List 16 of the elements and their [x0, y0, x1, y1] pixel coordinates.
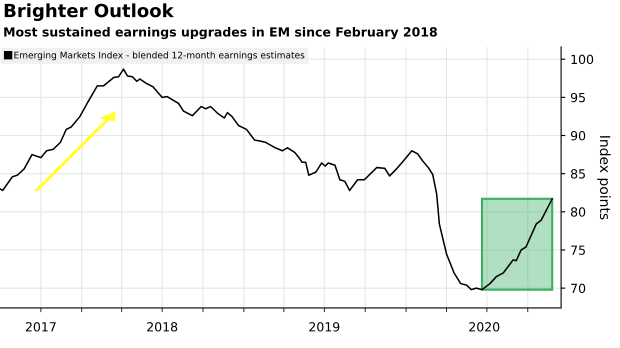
line-series: [0, 68, 553, 290]
x-tick-label: 2020: [469, 322, 500, 332]
y-tick-label: 85: [570, 169, 585, 179]
chart-title: Brighter Outlook: [4, 3, 174, 21]
chart-subtitle: Most sustained earnings upgrades in EM since February 2018: [4, 26, 437, 40]
y-tick-label: 95: [570, 92, 585, 102]
y-tick-label: 75: [571, 246, 585, 255]
x-tick-label: 2018: [147, 322, 178, 332]
legend-label: Emerging Markets Index - blended 12-month earnings estimates: [14, 51, 304, 60]
y-axis-title: Index points: [597, 136, 611, 220]
y-tick-label: 70: [571, 284, 586, 294]
y-tick-label: 90: [570, 130, 586, 140]
y-tick-label: 80: [570, 207, 586, 217]
x-tick-label: 2017: [26, 322, 56, 332]
x-tick-label: 2019: [309, 322, 340, 332]
y-tick-label: 100: [572, 54, 594, 64]
